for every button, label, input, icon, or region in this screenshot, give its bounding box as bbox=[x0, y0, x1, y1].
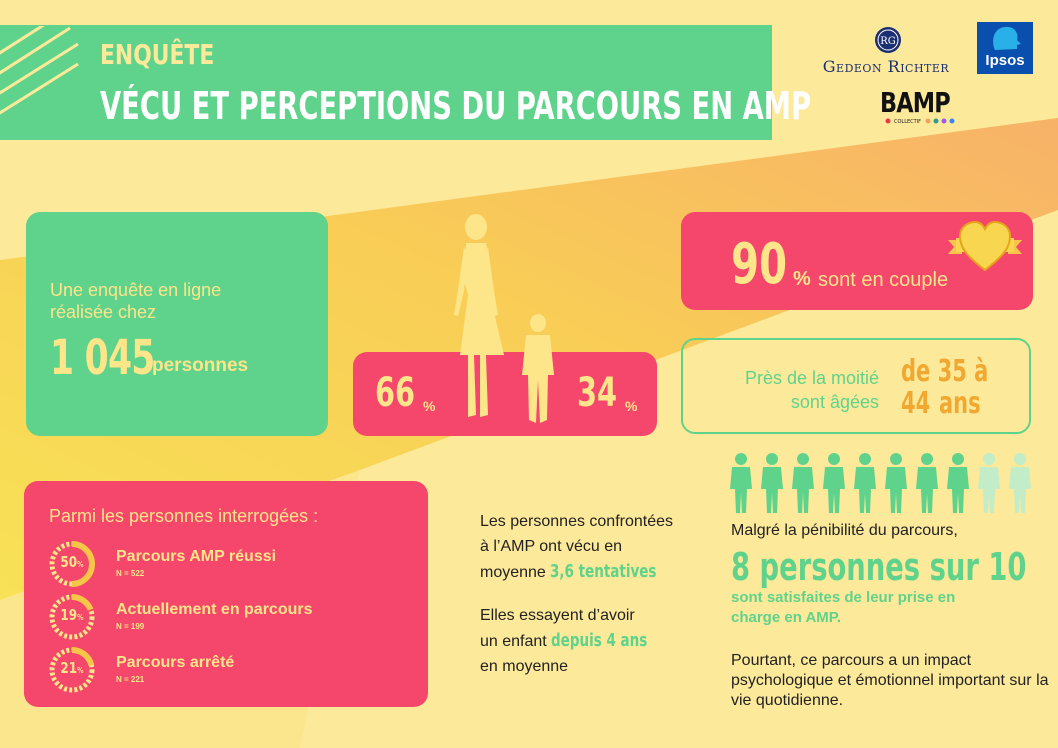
person-icon bbox=[823, 453, 845, 513]
gender-box: 66 % 34 % bbox=[353, 352, 657, 436]
women-percent-symbol: % bbox=[423, 398, 436, 414]
stat-ring bbox=[49, 541, 95, 587]
stat-value-symbol: % bbox=[77, 666, 84, 675]
stat-label: Parcours AMP réussi bbox=[116, 548, 277, 565]
attempts-text: Les personnes confrontées à l’AMP ont vé… bbox=[480, 509, 692, 585]
ipsos-logo: Ipsos bbox=[977, 22, 1033, 74]
men-percent-symbol: % bbox=[625, 398, 638, 414]
couple-percent-symbol: % bbox=[793, 268, 811, 290]
age-box: Près de la moitié sont âgées de 35 à 44 … bbox=[681, 338, 1031, 434]
survey-box: Une enquête en ligne réalisée chez 1 045… bbox=[26, 212, 328, 436]
gedeon-richter-logo: RG Gedeon Richter bbox=[806, 24, 966, 84]
satisfaction-intro: Malgré la pénibilité du parcours, bbox=[731, 522, 958, 539]
age-line2: sont âgées bbox=[790, 392, 879, 412]
stat-value: 19% bbox=[54, 606, 91, 624]
stat-row: 50% Parcours AMP réussi N = 522 bbox=[49, 541, 419, 587]
person-icon bbox=[792, 453, 814, 513]
people-pictogram bbox=[730, 453, 1031, 513]
svg-text:RG: RG bbox=[880, 36, 896, 47]
bamp-logo: BAMP COLLECTIF bbox=[880, 86, 972, 126]
stat-ring bbox=[49, 594, 95, 640]
age-text: Près de la moitié sont âgées bbox=[679, 366, 879, 414]
woman-silhouette-icon bbox=[454, 214, 504, 417]
ipsos-head-icon bbox=[993, 26, 1021, 50]
duration-line3: en moyenne bbox=[480, 658, 569, 675]
person-icon bbox=[947, 453, 969, 513]
header-subtitle: ENQUÊTE bbox=[100, 38, 215, 71]
survey-text: Une enquête en ligne réalisée chez bbox=[50, 279, 221, 323]
couple-text: sont en couple bbox=[818, 269, 949, 291]
attempts-line2: à l’AMP ont vécu en bbox=[480, 538, 623, 555]
stat-value-symbol: % bbox=[77, 560, 84, 569]
man-silhouette-icon bbox=[522, 314, 554, 423]
person-icon bbox=[730, 453, 752, 513]
satisfaction-sub: sont satisfaites de leur prise en charge… bbox=[731, 589, 956, 626]
attempts-line1: Les personnes confrontées bbox=[480, 513, 674, 530]
stat-ring bbox=[49, 647, 95, 693]
satisfaction-closing: Pourtant, ce parcours a un impact psycho… bbox=[731, 652, 1049, 709]
respondents-box: Parmi les personnes interrogées : 50% Par… bbox=[24, 481, 428, 707]
bamp-logo-text: BAMP bbox=[880, 86, 951, 119]
stat-label: Parcours arrêté bbox=[116, 654, 235, 671]
svg-text:COLLECTIF: COLLECTIF bbox=[894, 119, 921, 125]
duration-line2: un enfant depuis 4 ans bbox=[480, 628, 680, 654]
header-stripes bbox=[0, 26, 79, 115]
stat-value-number: 21 bbox=[60, 659, 78, 677]
stat-n: N = 221 bbox=[116, 675, 145, 684]
header-banner bbox=[0, 25, 772, 140]
duration-line1: Elles essayent d’avoir bbox=[480, 607, 635, 624]
person-icon bbox=[885, 453, 907, 513]
person-icon bbox=[761, 453, 783, 513]
duration-line2-text: un enfant bbox=[480, 633, 547, 650]
age-line1: Près de la moitié bbox=[744, 368, 879, 388]
duration-text: Elles essayent d’avoir un enfant depuis … bbox=[480, 603, 680, 679]
age-range-start: de 35 à bbox=[901, 354, 989, 389]
attempts-line3: moyenne 3,6 tentatives bbox=[480, 559, 692, 585]
survey-line1: Une enquête en ligne bbox=[50, 280, 222, 300]
stat-value-number: 50 bbox=[60, 553, 78, 571]
person-icon bbox=[978, 453, 1000, 513]
stat-n: N = 199 bbox=[116, 622, 145, 631]
survey-unit: personnes bbox=[152, 355, 249, 376]
person-icon bbox=[916, 453, 938, 513]
ipsos-logo-text: Ipsos bbox=[985, 52, 1025, 69]
gedeon-richter-name: Gedeon Richter bbox=[822, 57, 950, 76]
header-title: VÉCU ET PERCEPTIONS DU PARCOURS EN AMP bbox=[100, 84, 812, 128]
silhouettes bbox=[454, 214, 554, 423]
stat-value-symbol: % bbox=[77, 613, 84, 622]
satisfaction-headline: 8 personnes sur 10 bbox=[731, 545, 1027, 589]
gedeon-richter-emblem: RG bbox=[875, 27, 901, 53]
survey-number: 1 045 bbox=[50, 330, 155, 386]
stat-row: 21% Parcours arrêté N = 221 bbox=[49, 647, 419, 693]
men-percent: 34 bbox=[577, 370, 618, 416]
stat-row: 19% Actuellement en parcours N = 199 bbox=[49, 594, 419, 640]
survey-line2: réalisée chez bbox=[50, 302, 157, 322]
stat-label: Actuellement en parcours bbox=[116, 601, 313, 618]
person-icon bbox=[1009, 453, 1031, 513]
age-range-unit: ans bbox=[939, 386, 981, 421]
stat-n: N = 522 bbox=[116, 569, 145, 578]
age-range-end: 44 bbox=[901, 386, 931, 421]
respondents-heading: Parmi les personnes interrogées : bbox=[49, 506, 319, 526]
attempts-highlight: 3,6 tentatives bbox=[550, 561, 657, 582]
stat-value: 21% bbox=[54, 659, 91, 677]
attempts-line3-text: moyenne bbox=[480, 564, 546, 581]
couple-percent: 90 bbox=[731, 232, 788, 297]
stat-value: 50% bbox=[54, 553, 91, 571]
duration-highlight: depuis 4 ans bbox=[551, 630, 648, 651]
heart-ribbon-icon bbox=[948, 220, 1022, 272]
person-icon bbox=[854, 453, 876, 513]
stat-value-number: 19 bbox=[60, 606, 78, 624]
bamp-dots-icon: COLLECTIF bbox=[885, 118, 955, 125]
women-percent: 66 bbox=[375, 370, 416, 416]
